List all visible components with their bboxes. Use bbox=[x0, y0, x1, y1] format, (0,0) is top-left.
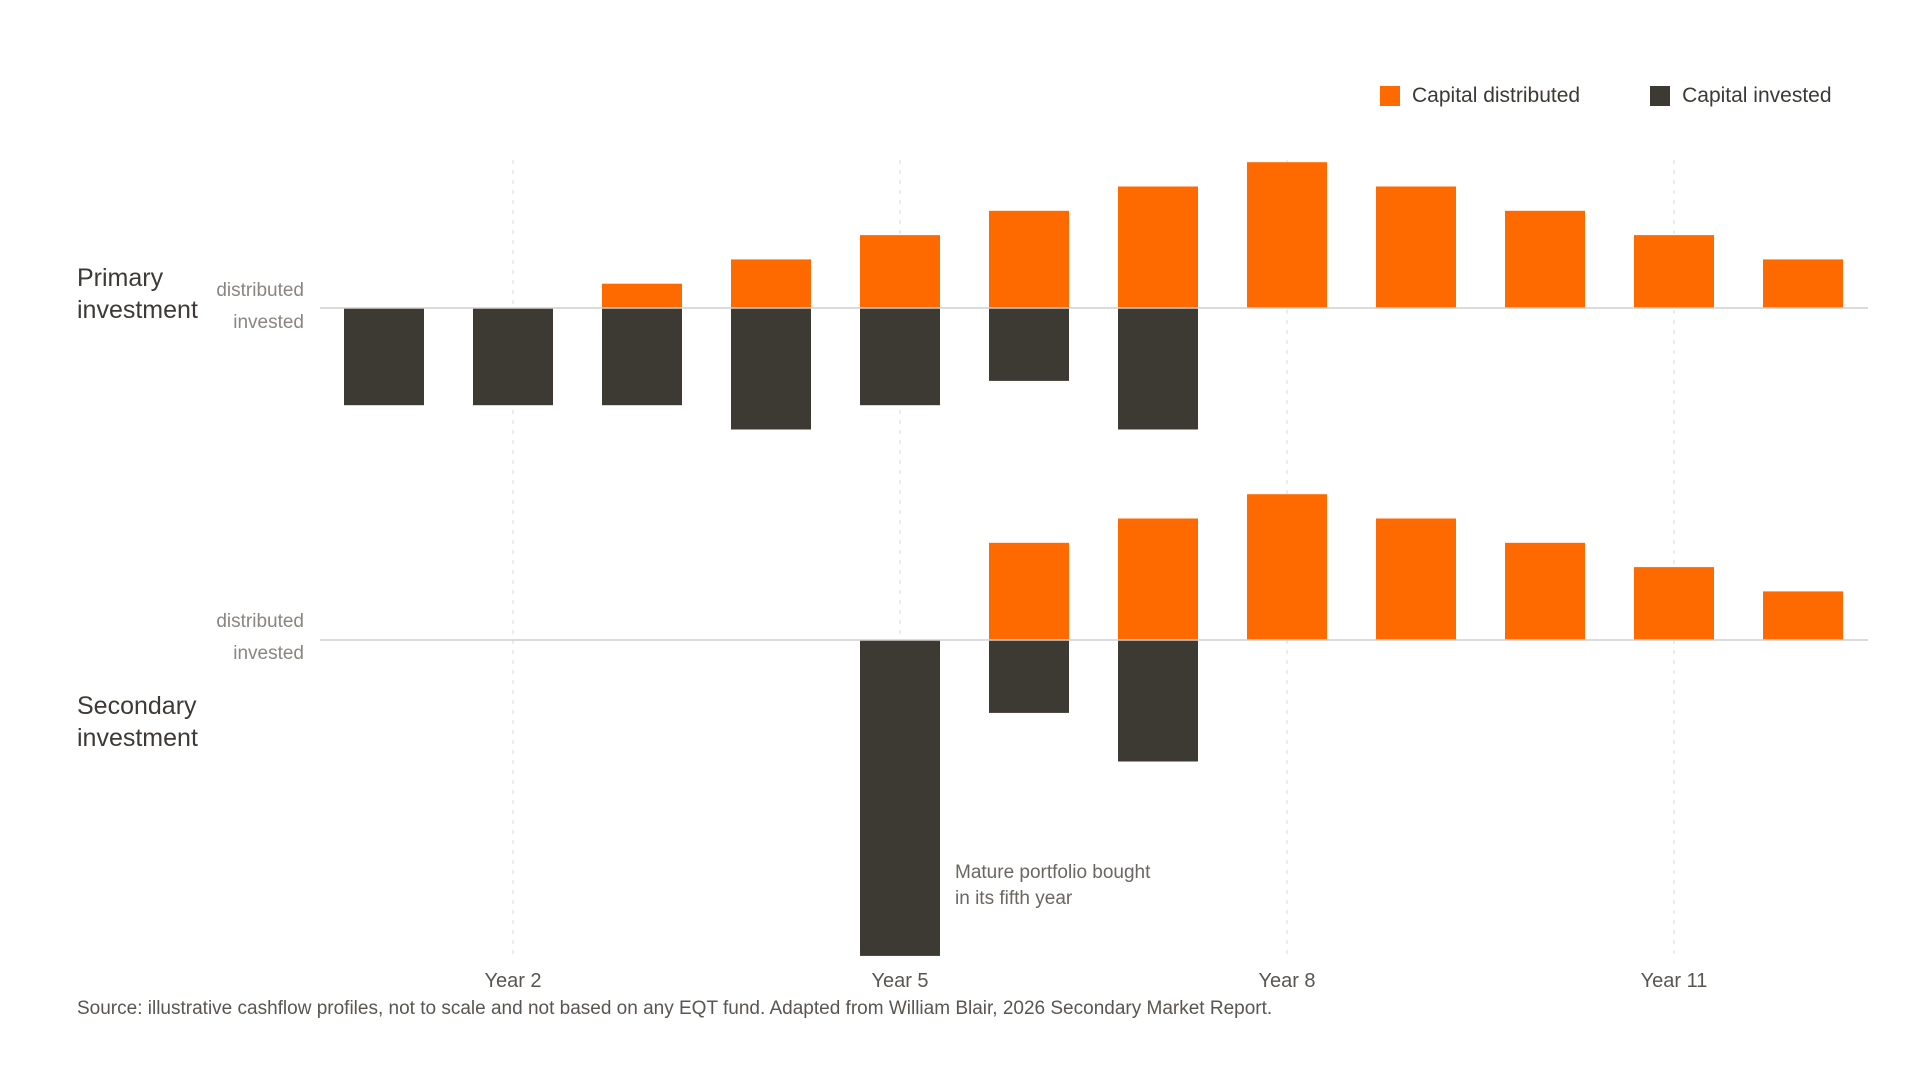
primary-title-line2: investment bbox=[77, 296, 198, 324]
bar-invested bbox=[473, 308, 553, 406]
secondary-panel-title: Secondary investment bbox=[77, 690, 198, 754]
bar-distributed bbox=[1118, 518, 1198, 640]
bar-distributed bbox=[1634, 235, 1714, 308]
bar-distributed bbox=[1376, 186, 1456, 308]
secondary-title-line2: investment bbox=[77, 724, 198, 752]
legend-item-distributed: Capital distributed bbox=[1380, 84, 1580, 108]
x-tick-label: Year 5 bbox=[871, 970, 929, 992]
bar-distributed bbox=[1247, 162, 1327, 308]
bar-distributed bbox=[1763, 259, 1843, 308]
legend: Capital distributed Capital invested bbox=[1380, 84, 1832, 108]
baselines bbox=[320, 307, 1868, 641]
bar-distributed bbox=[731, 259, 811, 308]
bar-invested bbox=[731, 308, 811, 430]
x-tick-label: Year 11 bbox=[1640, 970, 1708, 992]
primary-invested-label: invested bbox=[233, 312, 304, 333]
primary-distributed-label: distributed bbox=[216, 280, 304, 301]
primary-title-line1: Primary bbox=[77, 264, 164, 292]
legend-label-invested: Capital invested bbox=[1682, 84, 1832, 107]
bar-invested bbox=[989, 640, 1069, 713]
bar-distributed bbox=[1118, 186, 1198, 308]
bar-invested bbox=[860, 640, 940, 956]
gridlines bbox=[512, 160, 1675, 960]
annotation-line1: Mature portfolio bought bbox=[955, 862, 1151, 883]
legend-swatch-distributed bbox=[1380, 86, 1400, 106]
bar-distributed bbox=[1763, 591, 1843, 640]
legend-item-invested: Capital invested bbox=[1650, 84, 1832, 108]
annotation: Mature portfolio bought in its fifth yea… bbox=[955, 860, 1150, 912]
primary-panel-title: Primary investment bbox=[77, 262, 198, 326]
bar-distributed bbox=[989, 210, 1069, 308]
annotation-line2: in its fifth year bbox=[955, 888, 1073, 909]
legend-swatch-invested bbox=[1650, 86, 1671, 106]
x-tick-label: Year 8 bbox=[1258, 970, 1316, 992]
bar-distributed bbox=[860, 235, 940, 308]
secondary-invested-label: invested bbox=[233, 643, 304, 664]
bar-distributed bbox=[602, 283, 682, 308]
bar-invested bbox=[1118, 308, 1198, 430]
bar-invested bbox=[344, 308, 424, 406]
bar-invested bbox=[1118, 640, 1198, 762]
bar-distributed bbox=[1505, 542, 1585, 640]
source-note: Source: illustrative cashflow profiles, … bbox=[77, 998, 1273, 1019]
bar-distributed bbox=[1634, 567, 1714, 640]
bar-invested bbox=[989, 308, 1069, 381]
bar-distributed bbox=[1376, 518, 1456, 640]
bar-invested bbox=[860, 308, 940, 406]
bar-invested bbox=[602, 308, 682, 406]
bar-distributed bbox=[989, 542, 1069, 640]
bars bbox=[344, 162, 1843, 956]
x-tick-label: Year 2 bbox=[484, 970, 542, 992]
legend-label-distributed: Capital distributed bbox=[1412, 84, 1581, 107]
secondary-title-line1: Secondary bbox=[77, 692, 197, 720]
bar-distributed bbox=[1505, 210, 1585, 308]
bar-distributed bbox=[1247, 494, 1327, 640]
secondary-distributed-label: distributed bbox=[216, 611, 304, 632]
